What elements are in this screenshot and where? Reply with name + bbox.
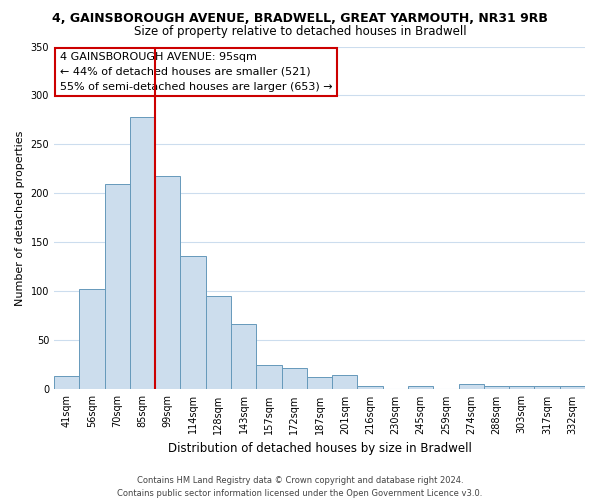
Text: Contains HM Land Registry data © Crown copyright and database right 2024.
Contai: Contains HM Land Registry data © Crown c… (118, 476, 482, 498)
Bar (54, 376, 79, 390)
Bar (256, 365, 281, 390)
Bar (408, 386, 433, 390)
Bar (484, 386, 509, 390)
Bar (130, 117, 155, 390)
Text: Size of property relative to detached houses in Bradwell: Size of property relative to detached ho… (134, 25, 466, 38)
Text: 4, GAINSBOROUGH AVENUE, BRADWELL, GREAT YARMOUTH, NR31 9RB: 4, GAINSBOROUGH AVENUE, BRADWELL, GREAT … (52, 12, 548, 26)
Text: 4 GAINSBOROUGH AVENUE: 95sqm
← 44% of detached houses are smaller (521)
55% of s: 4 GAINSBOROUGH AVENUE: 95sqm ← 44% of de… (59, 52, 332, 92)
Bar (535, 386, 560, 390)
Bar (231, 324, 256, 390)
Bar (332, 374, 358, 390)
Bar (79, 290, 104, 390)
Bar (458, 384, 484, 390)
Bar (281, 368, 307, 390)
Bar (181, 256, 206, 390)
Bar (358, 386, 383, 390)
Bar (206, 296, 231, 390)
Bar (155, 176, 181, 390)
Bar (560, 386, 585, 390)
Bar (509, 386, 535, 390)
X-axis label: Distribution of detached houses by size in Bradwell: Distribution of detached houses by size … (167, 442, 472, 455)
Y-axis label: Number of detached properties: Number of detached properties (15, 130, 25, 306)
Bar (104, 184, 130, 390)
Bar (307, 376, 332, 390)
